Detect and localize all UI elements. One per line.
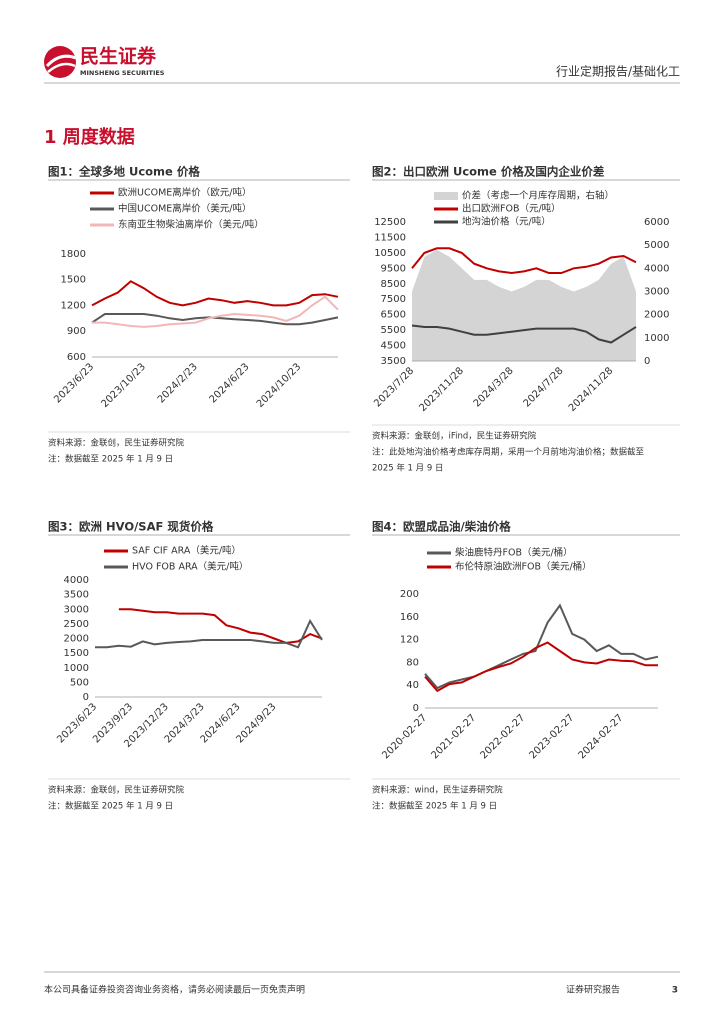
y-tick-label: 900: [67, 326, 86, 337]
note: 注：数据截至 2025 年 1 月 9 日: [372, 801, 497, 812]
x-tick-label: 2024/3/28: [472, 365, 516, 409]
y2-tick-label: 1000: [644, 333, 669, 344]
legend-label: SAF CIF ARA（美元/吨）: [132, 545, 241, 557]
legend-swatch: [434, 192, 458, 200]
y-tick-label: 3500: [64, 590, 89, 601]
legend-label: 地沟油价格（元/吨）: [462, 216, 551, 228]
y-tick-label: 200: [400, 589, 419, 600]
figure-title: 图4：欧盟成品油/柴油价格: [372, 520, 511, 534]
figure-title: 图3：欧洲 HVO/SAF 现货价格: [48, 520, 214, 534]
y-tick-label: 8500: [381, 279, 406, 290]
report-type: 行业定期报告/基础化工: [556, 64, 680, 79]
logo: [44, 46, 77, 78]
note: 2025 年 1 月 9 日: [372, 463, 443, 474]
x-tick-label: 2024/11/28: [567, 365, 616, 414]
figure-title: 图2：出口欧洲 Ucome 价格及国内企业价差: [372, 165, 605, 179]
y-tick-label: 7500: [381, 294, 406, 305]
line: [411, 247, 637, 275]
x-tick-label: 2023/11/28: [417, 365, 466, 414]
legend-label: 中国UCOME离岸价（美元/吨）: [118, 203, 251, 215]
legend-label: 欧洲UCOME离岸价（欧元/吨）: [118, 187, 251, 199]
y2-tick-label: 3000: [644, 287, 669, 298]
page-number: 3: [672, 986, 678, 996]
y-tick-label: 160: [400, 612, 419, 623]
y2-tick-label: 4000: [644, 263, 669, 274]
y-tick-label: 1500: [64, 648, 89, 659]
x-tick-label: 2024/10/23: [255, 361, 304, 410]
note: 资料来源：金联创，iFind，民生证券研究院: [372, 431, 537, 442]
x-tick-label: 2024/7/28: [522, 365, 566, 409]
y-tick-label: 80: [406, 657, 419, 668]
line: [91, 313, 339, 326]
area: [412, 249, 636, 361]
y2-tick-label: 2000: [644, 310, 669, 321]
legend-label: 布伦特原油欧洲FOB（美元/桶）: [455, 561, 592, 573]
disclaimer: 本公司具备证券投资咨询业务资格，请务必阅读最后一页免责声明: [44, 984, 305, 996]
y-tick-label: 4500: [381, 341, 406, 352]
y-tick-label: 11500: [374, 232, 406, 243]
y-tick-label: 40: [406, 680, 419, 691]
figure-title: 图1：全球多地 Ucome 价格: [48, 165, 200, 179]
x-tick-label: 2022-02-27: [478, 712, 527, 761]
x-tick-label: 2023/7/28: [372, 365, 416, 409]
line: [91, 280, 339, 307]
y-tick-label: 3000: [64, 604, 89, 615]
y2-tick-label: 0: [644, 356, 650, 367]
brand: 民生证券: [80, 45, 157, 68]
x-tick-label: 2023/10/23: [99, 361, 148, 410]
legend-label: 柴油鹿特丹FOB（美元/桶）: [455, 547, 573, 559]
y-tick-label: 120: [400, 635, 419, 646]
x-tick-label: 2024-02-27: [577, 712, 626, 761]
legend-label: 东南亚生物柴油离岸价（美元/吨）: [118, 219, 264, 231]
note: 注：数据截至 2025 年 1 月 9 日: [48, 454, 173, 465]
y-tick-label: 0: [413, 703, 419, 714]
y-tick-label: 2500: [64, 619, 89, 630]
y-tick-label: 1800: [61, 249, 86, 260]
y2-tick-label: 5000: [644, 240, 669, 251]
x-tick-label: 2021-02-27: [429, 712, 478, 761]
y-tick-label: 1000: [64, 663, 89, 674]
x-tick-label: 2023-02-27: [528, 712, 577, 761]
doc-type: 证券研究报告: [566, 984, 620, 996]
y-tick-label: 4000: [64, 575, 89, 586]
x-tick-label: 2023/6/23: [52, 361, 96, 405]
line: [411, 324, 637, 344]
x-tick-label: 2024/6/23: [208, 361, 252, 405]
legend-label: 价差（考虑一个月库存周期，右轴）: [462, 190, 614, 202]
note: 资料来源：金联创，民生证券研究院: [48, 438, 185, 449]
y-tick-label: 1200: [61, 300, 86, 311]
y-tick-label: 6500: [381, 310, 406, 321]
y-tick-label: 600: [67, 352, 86, 363]
note: 注：数据截至 2025 年 1 月 9 日: [48, 801, 173, 812]
y-tick-label: 10500: [374, 248, 406, 259]
y-tick-label: 9500: [381, 263, 406, 274]
legend-label: 出口欧洲FOB（元/吨）: [462, 203, 561, 215]
line: [92, 295, 339, 328]
line: [118, 608, 323, 644]
y2-tick-label: 6000: [644, 217, 669, 228]
note: 资料来源：金联创，民生证券研究院: [48, 785, 185, 796]
x-tick-label: 2020-02-27: [380, 712, 429, 761]
y-tick-label: 1500: [61, 275, 86, 286]
note: 注：此处地沟油价格考虑库存周期，采用一个月前地沟油价格；数据截至: [372, 447, 645, 458]
brand-en: MINSHENG SECURITIES: [80, 69, 165, 77]
line: [95, 618, 323, 649]
x-tick-label: 2024/2/23: [156, 361, 200, 405]
line: [424, 641, 658, 693]
legend-label: HVO FOB ARA（美元/吨）: [132, 561, 248, 573]
line: [424, 603, 659, 690]
y-tick-label: 3500: [381, 356, 406, 367]
y-tick-label: 5500: [381, 325, 406, 336]
y-tick-label: 500: [70, 677, 89, 688]
y-tick-label: 2000: [64, 634, 89, 645]
note: 资料来源：wind，民生证券研究院: [372, 785, 503, 796]
y-tick-label: 12500: [374, 217, 406, 228]
y-tick-label: 0: [83, 692, 89, 703]
section-title: 1 周度数据: [44, 126, 135, 148]
